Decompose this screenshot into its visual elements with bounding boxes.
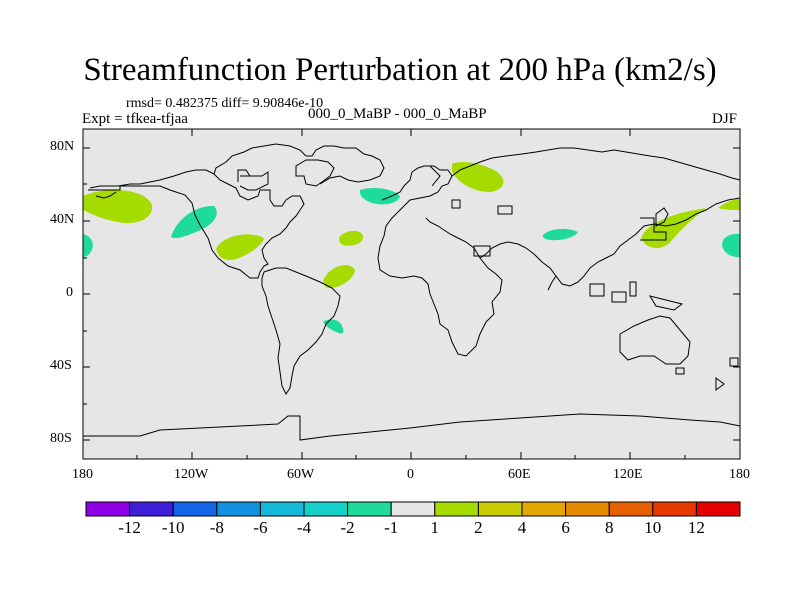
colorbar-swatch <box>390 501 436 517</box>
colorbar-label: -6 <box>253 518 268 537</box>
y-tick-label: 80N <box>50 139 75 154</box>
negative-anomaly-region <box>722 233 740 258</box>
x-tick-label: 180 <box>729 467 750 482</box>
colorbar-swatch <box>85 501 131 517</box>
experiment-label: Expt = tfkea-tfjaa <box>82 111 188 127</box>
plot-title: Streamfunction Perturbation at 200 hPa (… <box>83 52 717 88</box>
map-background <box>83 129 740 459</box>
y-tick-label: 80S <box>50 431 72 446</box>
coastline-antarctica <box>83 413 741 441</box>
colorbar-swatch <box>129 501 174 517</box>
colorbar-swatch <box>695 501 741 517</box>
positive-anomaly-region <box>83 189 153 224</box>
colorbar-label: -8 <box>209 518 224 537</box>
colorbar-label: 1 <box>430 518 440 537</box>
colorbar-swatch <box>477 501 523 517</box>
colorbar-swatch <box>565 501 610 517</box>
colorbar-swatch <box>259 501 305 517</box>
colorbar-swatch <box>347 501 392 517</box>
colorbar-swatch <box>608 501 654 517</box>
anomaly-contours <box>83 162 740 334</box>
colorbar-label: -2 <box>340 518 355 537</box>
positive-anomaly-region <box>452 162 504 192</box>
y-tick-label: 40N <box>50 212 75 227</box>
colorbar-label: -12 <box>118 518 141 537</box>
negative-anomaly-region <box>83 234 93 257</box>
coastline-australia <box>619 315 691 365</box>
x-tick-label: 180 <box>72 467 93 482</box>
colorbar-swatch <box>521 501 567 517</box>
comparison-label: 000_0_MaBP - 000_0_MaBP <box>308 106 487 122</box>
x-tick-label: 60E <box>508 467 531 482</box>
colorbar <box>85 501 741 517</box>
y-tick-label: 0 <box>66 285 73 300</box>
coastline-south-america <box>261 267 341 395</box>
x-tick-label: 120W <box>174 467 209 482</box>
x-tick-label: 0 <box>407 467 414 482</box>
colorbar-label: 12 <box>687 518 705 537</box>
coastline-europe-africa <box>377 165 503 357</box>
y-ticks <box>83 147 740 441</box>
colorbar-label: 2 <box>474 518 483 537</box>
coastline-japan <box>655 207 669 227</box>
coastline-alaska <box>95 191 117 199</box>
negative-anomaly-region <box>359 188 400 205</box>
positive-anomaly-region <box>216 234 264 260</box>
positive-anomaly-region <box>323 265 355 289</box>
negative-anomaly-region <box>323 319 344 334</box>
colorbar-label: -1 <box>384 518 399 537</box>
colorbar-swatch <box>652 501 697 517</box>
colorbar-swatch <box>216 501 261 517</box>
negative-anomaly-region <box>171 205 217 239</box>
season-label: DJF <box>712 111 738 127</box>
negative-anomaly-region <box>542 228 578 241</box>
stats-text: rmsd= 0.482375 diff= 9.90846e-10 <box>126 96 324 111</box>
coastlines <box>83 143 741 441</box>
coastline-greenland <box>295 159 335 187</box>
coastline-north-america <box>88 143 385 279</box>
positive-anomaly-region <box>339 230 364 246</box>
positive-anomaly-region <box>718 199 740 210</box>
colorbar-label: -10 <box>161 518 185 537</box>
colorbar-label: 6 <box>561 518 570 537</box>
colorbar-swatch <box>172 501 218 517</box>
colorbar-swatch <box>303 501 349 517</box>
coastline-asia <box>451 147 741 181</box>
colorbar-label: 4 <box>517 518 527 537</box>
x-tick-label: 120E <box>613 467 643 482</box>
colorbar-swatch <box>434 501 479 517</box>
colorbar-label: -4 <box>296 518 312 537</box>
colorbar-label: 8 <box>604 518 614 537</box>
x-ticks <box>136 129 686 459</box>
x-tick-label: 60W <box>287 467 315 482</box>
colorbar-label: 10 <box>644 518 662 537</box>
y-tick-label: 40S <box>50 358 72 373</box>
